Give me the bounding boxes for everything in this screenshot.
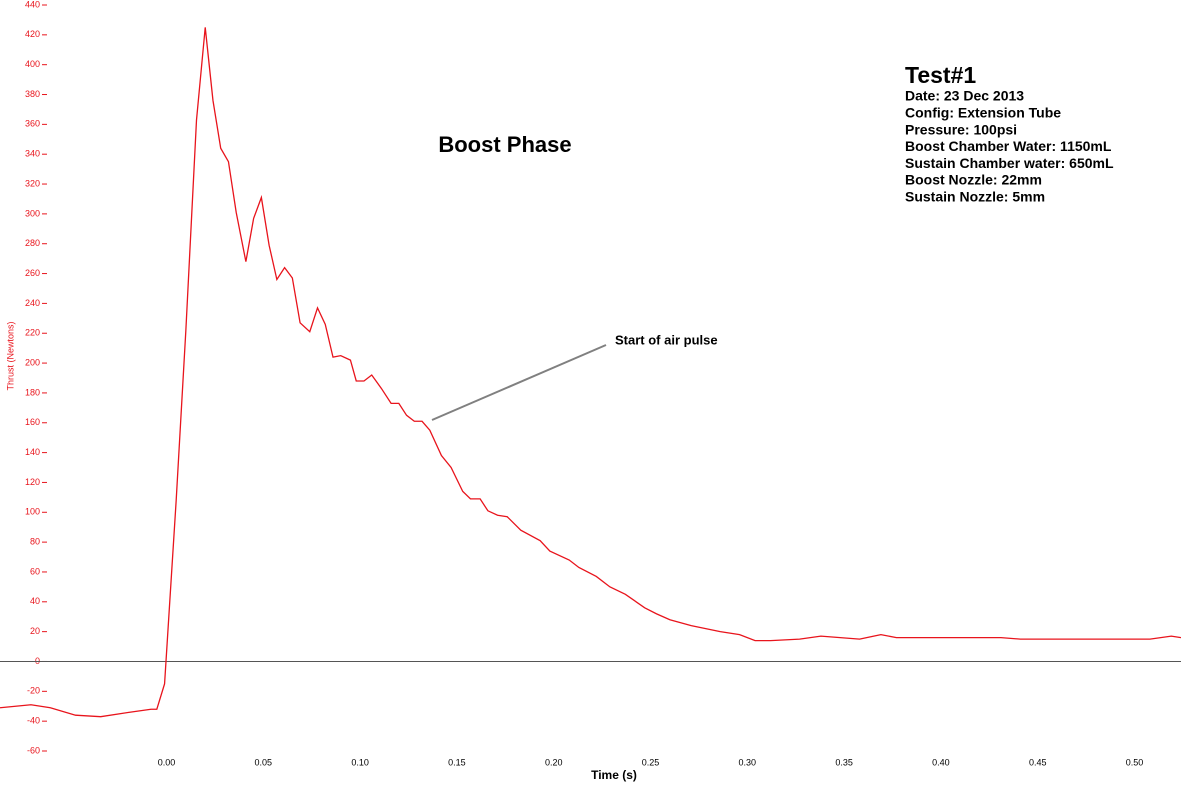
info-line: Date: 23 Dec 2013 bbox=[905, 88, 1024, 104]
x-tick-label: 0.40 bbox=[932, 757, 950, 767]
y-tick-label: 180 bbox=[25, 387, 40, 397]
y-tick-label: -60 bbox=[27, 745, 40, 755]
y-tick-label: 280 bbox=[25, 238, 40, 248]
y-tick-label: 240 bbox=[25, 298, 40, 308]
y-tick-label: 20 bbox=[30, 626, 40, 636]
chart-title: Boost Phase bbox=[438, 132, 571, 157]
y-tick-label: 120 bbox=[25, 477, 40, 487]
y-tick-label: 300 bbox=[25, 208, 40, 218]
x-tick-label: 0.10 bbox=[351, 757, 369, 767]
x-tick-label: 0.30 bbox=[739, 757, 757, 767]
y-tick-label: 340 bbox=[25, 149, 40, 159]
y-tick-label: 320 bbox=[25, 178, 40, 188]
info-line: Boost Chamber Water: 1150mL bbox=[905, 138, 1112, 154]
y-tick-label: -40 bbox=[27, 716, 40, 726]
y-tick-label: 0 bbox=[35, 656, 40, 666]
info-line: Sustain Chamber water: 650mL bbox=[905, 155, 1114, 171]
x-tick-label: 0.20 bbox=[545, 757, 563, 767]
info-line: Pressure: 100psi bbox=[905, 121, 1017, 137]
y-tick-label: 400 bbox=[25, 59, 40, 69]
y-tick-label: 260 bbox=[25, 268, 40, 278]
y-tick-label: 440 bbox=[25, 0, 40, 9]
x-tick-label: 0.15 bbox=[448, 757, 466, 767]
y-tick-label: 80 bbox=[30, 536, 40, 546]
x-tick-label: 0.00 bbox=[158, 757, 176, 767]
y-tick-label: 420 bbox=[25, 29, 40, 39]
y-axis-label: Thrust (Newtons) bbox=[5, 321, 15, 390]
y-tick-label: 220 bbox=[25, 328, 40, 338]
annotation: Start of air pulse bbox=[615, 332, 718, 347]
y-tick-label: 40 bbox=[30, 596, 40, 606]
annotation-arrow bbox=[431, 344, 607, 421]
y-tick-label: 60 bbox=[30, 566, 40, 576]
info-line: Config: Extension Tube bbox=[905, 105, 1061, 121]
x-tick-label: 0.25 bbox=[642, 757, 660, 767]
y-tick-label: 160 bbox=[25, 417, 40, 427]
y-tick-label: 360 bbox=[25, 119, 40, 129]
x-axis-label: Time (s) bbox=[591, 768, 637, 782]
y-tick-label: 140 bbox=[25, 447, 40, 457]
y-tick-label: 380 bbox=[25, 89, 40, 99]
y-tick-label: 200 bbox=[25, 357, 40, 367]
x-tick-label: 0.05 bbox=[255, 757, 273, 767]
info-heading: Test#1 bbox=[905, 62, 976, 88]
x-tick-label: 0.50 bbox=[1126, 757, 1144, 767]
info-line: Boost Nozzle: 22mm bbox=[905, 172, 1042, 188]
x-tick-label: 0.35 bbox=[835, 757, 853, 767]
info-line: Sustain Nozzle: 5mm bbox=[905, 189, 1045, 205]
x-tick-label: 0.45 bbox=[1029, 757, 1047, 767]
y-tick-label: 100 bbox=[25, 507, 40, 517]
thrust-line bbox=[0, 27, 1181, 718]
y-tick-label: -20 bbox=[27, 686, 40, 696]
